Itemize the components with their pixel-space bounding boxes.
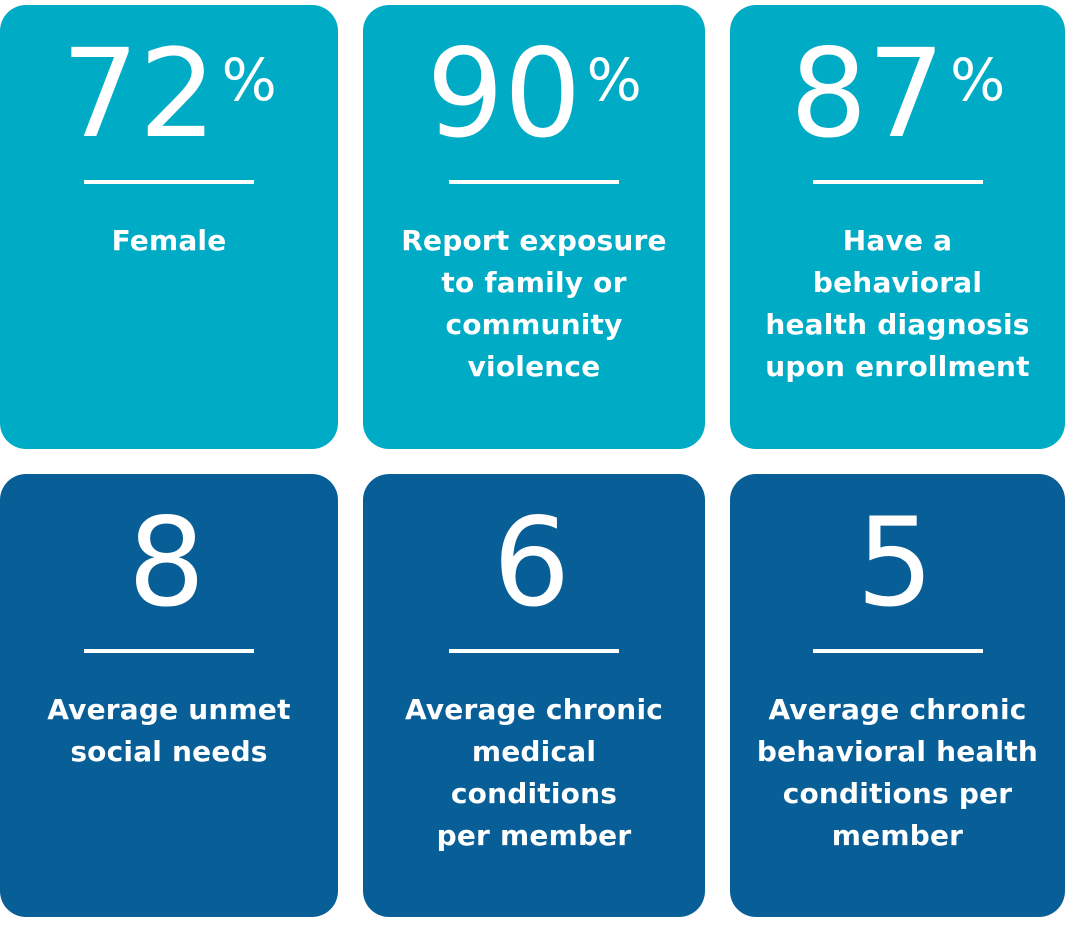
- stat-card-chronic-medical: 6 Average chronic medical conditions per…: [363, 474, 705, 917]
- stat-card-behavioral-diagnosis: 87 % Have a behavioral health diagnosis …: [730, 5, 1065, 449]
- stat-value: 72 %: [18, 33, 320, 155]
- stat-value: 6: [381, 502, 687, 624]
- divider: [812, 649, 983, 653]
- percent-sign: %: [221, 46, 277, 114]
- stat-number: 5: [856, 492, 934, 634]
- divider: [812, 180, 983, 184]
- stat-card-violence-exposure: 90 % Report exposure to family or commun…: [363, 5, 705, 449]
- stat-number: 6: [492, 492, 571, 634]
- divider: [449, 649, 619, 653]
- stat-value: 8: [18, 502, 320, 624]
- stat-card-female: 72 % Female: [0, 5, 338, 449]
- stat-value: 87 %: [748, 33, 1047, 155]
- stat-number: 90: [426, 23, 582, 165]
- stat-label: Have a behavioral health diagnosis upon …: [765, 224, 1030, 383]
- stat-label: Female: [111, 224, 227, 257]
- stat-number: 8: [127, 492, 206, 634]
- divider: [84, 180, 254, 184]
- stat-number: 72: [61, 23, 217, 165]
- percent-sign: %: [586, 46, 642, 114]
- percent-sign: %: [950, 46, 1006, 114]
- stat-number: 87: [789, 23, 946, 165]
- stat-label: Average chronic medical conditions per m…: [404, 693, 664, 852]
- stat-card-chronic-behavioral: 5 Average chronic behavioral health cond…: [730, 474, 1065, 917]
- divider: [84, 649, 254, 653]
- stat-value: 5: [748, 502, 1047, 624]
- stat-label: Report exposure to family or community v…: [401, 224, 667, 383]
- stat-value: 90 %: [381, 33, 687, 155]
- stat-label: Average unmet social needs: [47, 693, 291, 768]
- divider: [449, 180, 619, 184]
- stat-card-unmet-social-needs: 8 Average unmet social needs: [0, 474, 338, 917]
- stat-label: Average chronic behavioral health condit…: [756, 693, 1039, 852]
